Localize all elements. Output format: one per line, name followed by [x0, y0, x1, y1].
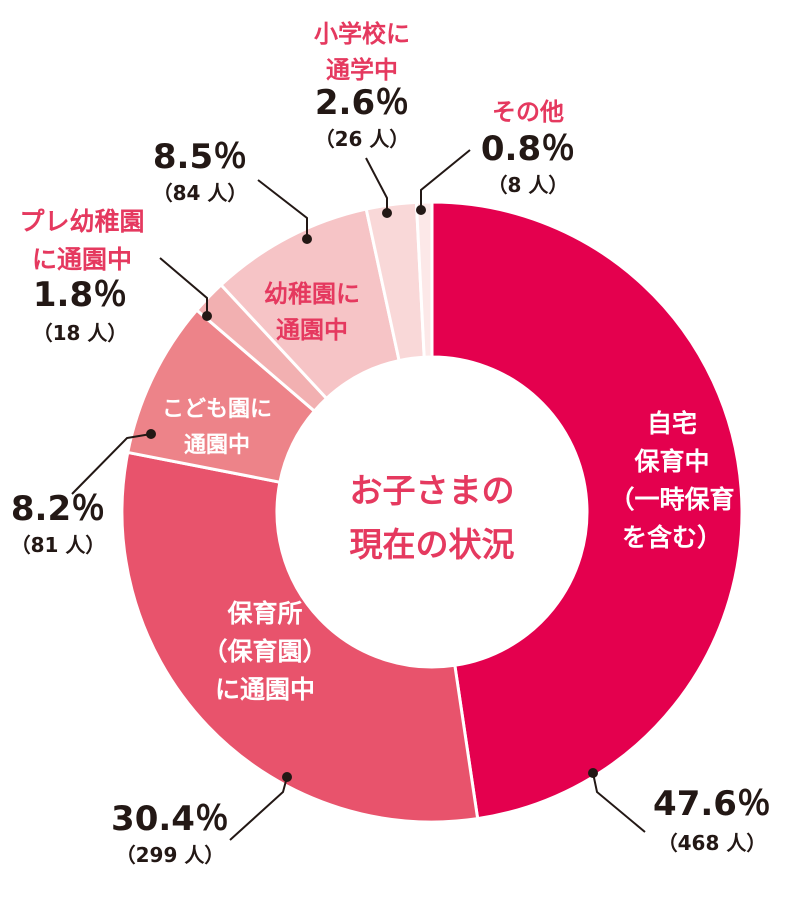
center-title: 現在の状況: [350, 525, 515, 564]
leader-dot-2: [146, 429, 156, 439]
slice-label-6: その他: [492, 98, 564, 126]
leader-line-0: [592, 772, 646, 833]
percent-label-1: 30.4％: [111, 799, 229, 839]
slice-label-0: を含む）: [622, 523, 722, 552]
slice-label-5: 通学中: [326, 56, 398, 84]
leader-line-6: [420, 149, 471, 210]
leader-dot-0: [588, 768, 598, 778]
leader-line-3: [159, 257, 208, 316]
slice-label-0: 自宅: [647, 409, 697, 438]
slice-label-4: 通園中: [276, 316, 348, 344]
slice-label-5: 小学校に: [314, 20, 410, 48]
count-label-2: （81 人）: [11, 533, 106, 557]
leader-dot-5: [382, 208, 392, 218]
percent-label-3: 1.8％: [33, 275, 127, 315]
leader-dot-1: [282, 772, 292, 782]
count-label-4: （84 人）: [153, 181, 248, 205]
slice-label-2: こども園に: [162, 397, 272, 422]
slice-label-0: （一時保育: [609, 485, 734, 514]
percent-label-5: 2.6％: [315, 83, 409, 123]
slice-1: [120, 450, 480, 824]
percent-label-4: 8.5％: [153, 137, 247, 177]
slice-label-1: に通園中: [215, 675, 315, 704]
slice-label-0: 保育中: [633, 447, 709, 476]
leader-line-4: [257, 179, 308, 239]
leader-line-1: [229, 776, 288, 841]
leader-dot-3: [202, 311, 212, 321]
slice-label-3: に通園中: [32, 245, 132, 274]
count-label-1: （299 人）: [116, 843, 225, 867]
slice-label-4: 幼稚園に: [264, 280, 360, 308]
slice-label-2: 通園中: [184, 433, 250, 458]
leader-dot-6: [416, 205, 426, 215]
count-label-0: （468 人）: [658, 831, 767, 855]
percent-label-2: 8.2％: [11, 489, 105, 529]
leader-dot-4: [302, 234, 312, 244]
leader-line-2: [71, 433, 152, 495]
center-title: お子さまの: [350, 471, 515, 510]
count-label-6: （8 人）: [488, 173, 569, 197]
count-label-5: （26 人）: [315, 127, 410, 151]
slice-label-1: 保育所: [226, 599, 302, 628]
percent-label-0: 47.6％: [653, 784, 771, 824]
percent-label-6: 0.8％: [481, 129, 575, 169]
slice-label-1: （保育園）: [202, 637, 327, 666]
slice-label-3: プレ幼稚園: [19, 207, 144, 236]
slice-0: [430, 200, 744, 821]
count-label-3: （18 人）: [33, 321, 128, 345]
